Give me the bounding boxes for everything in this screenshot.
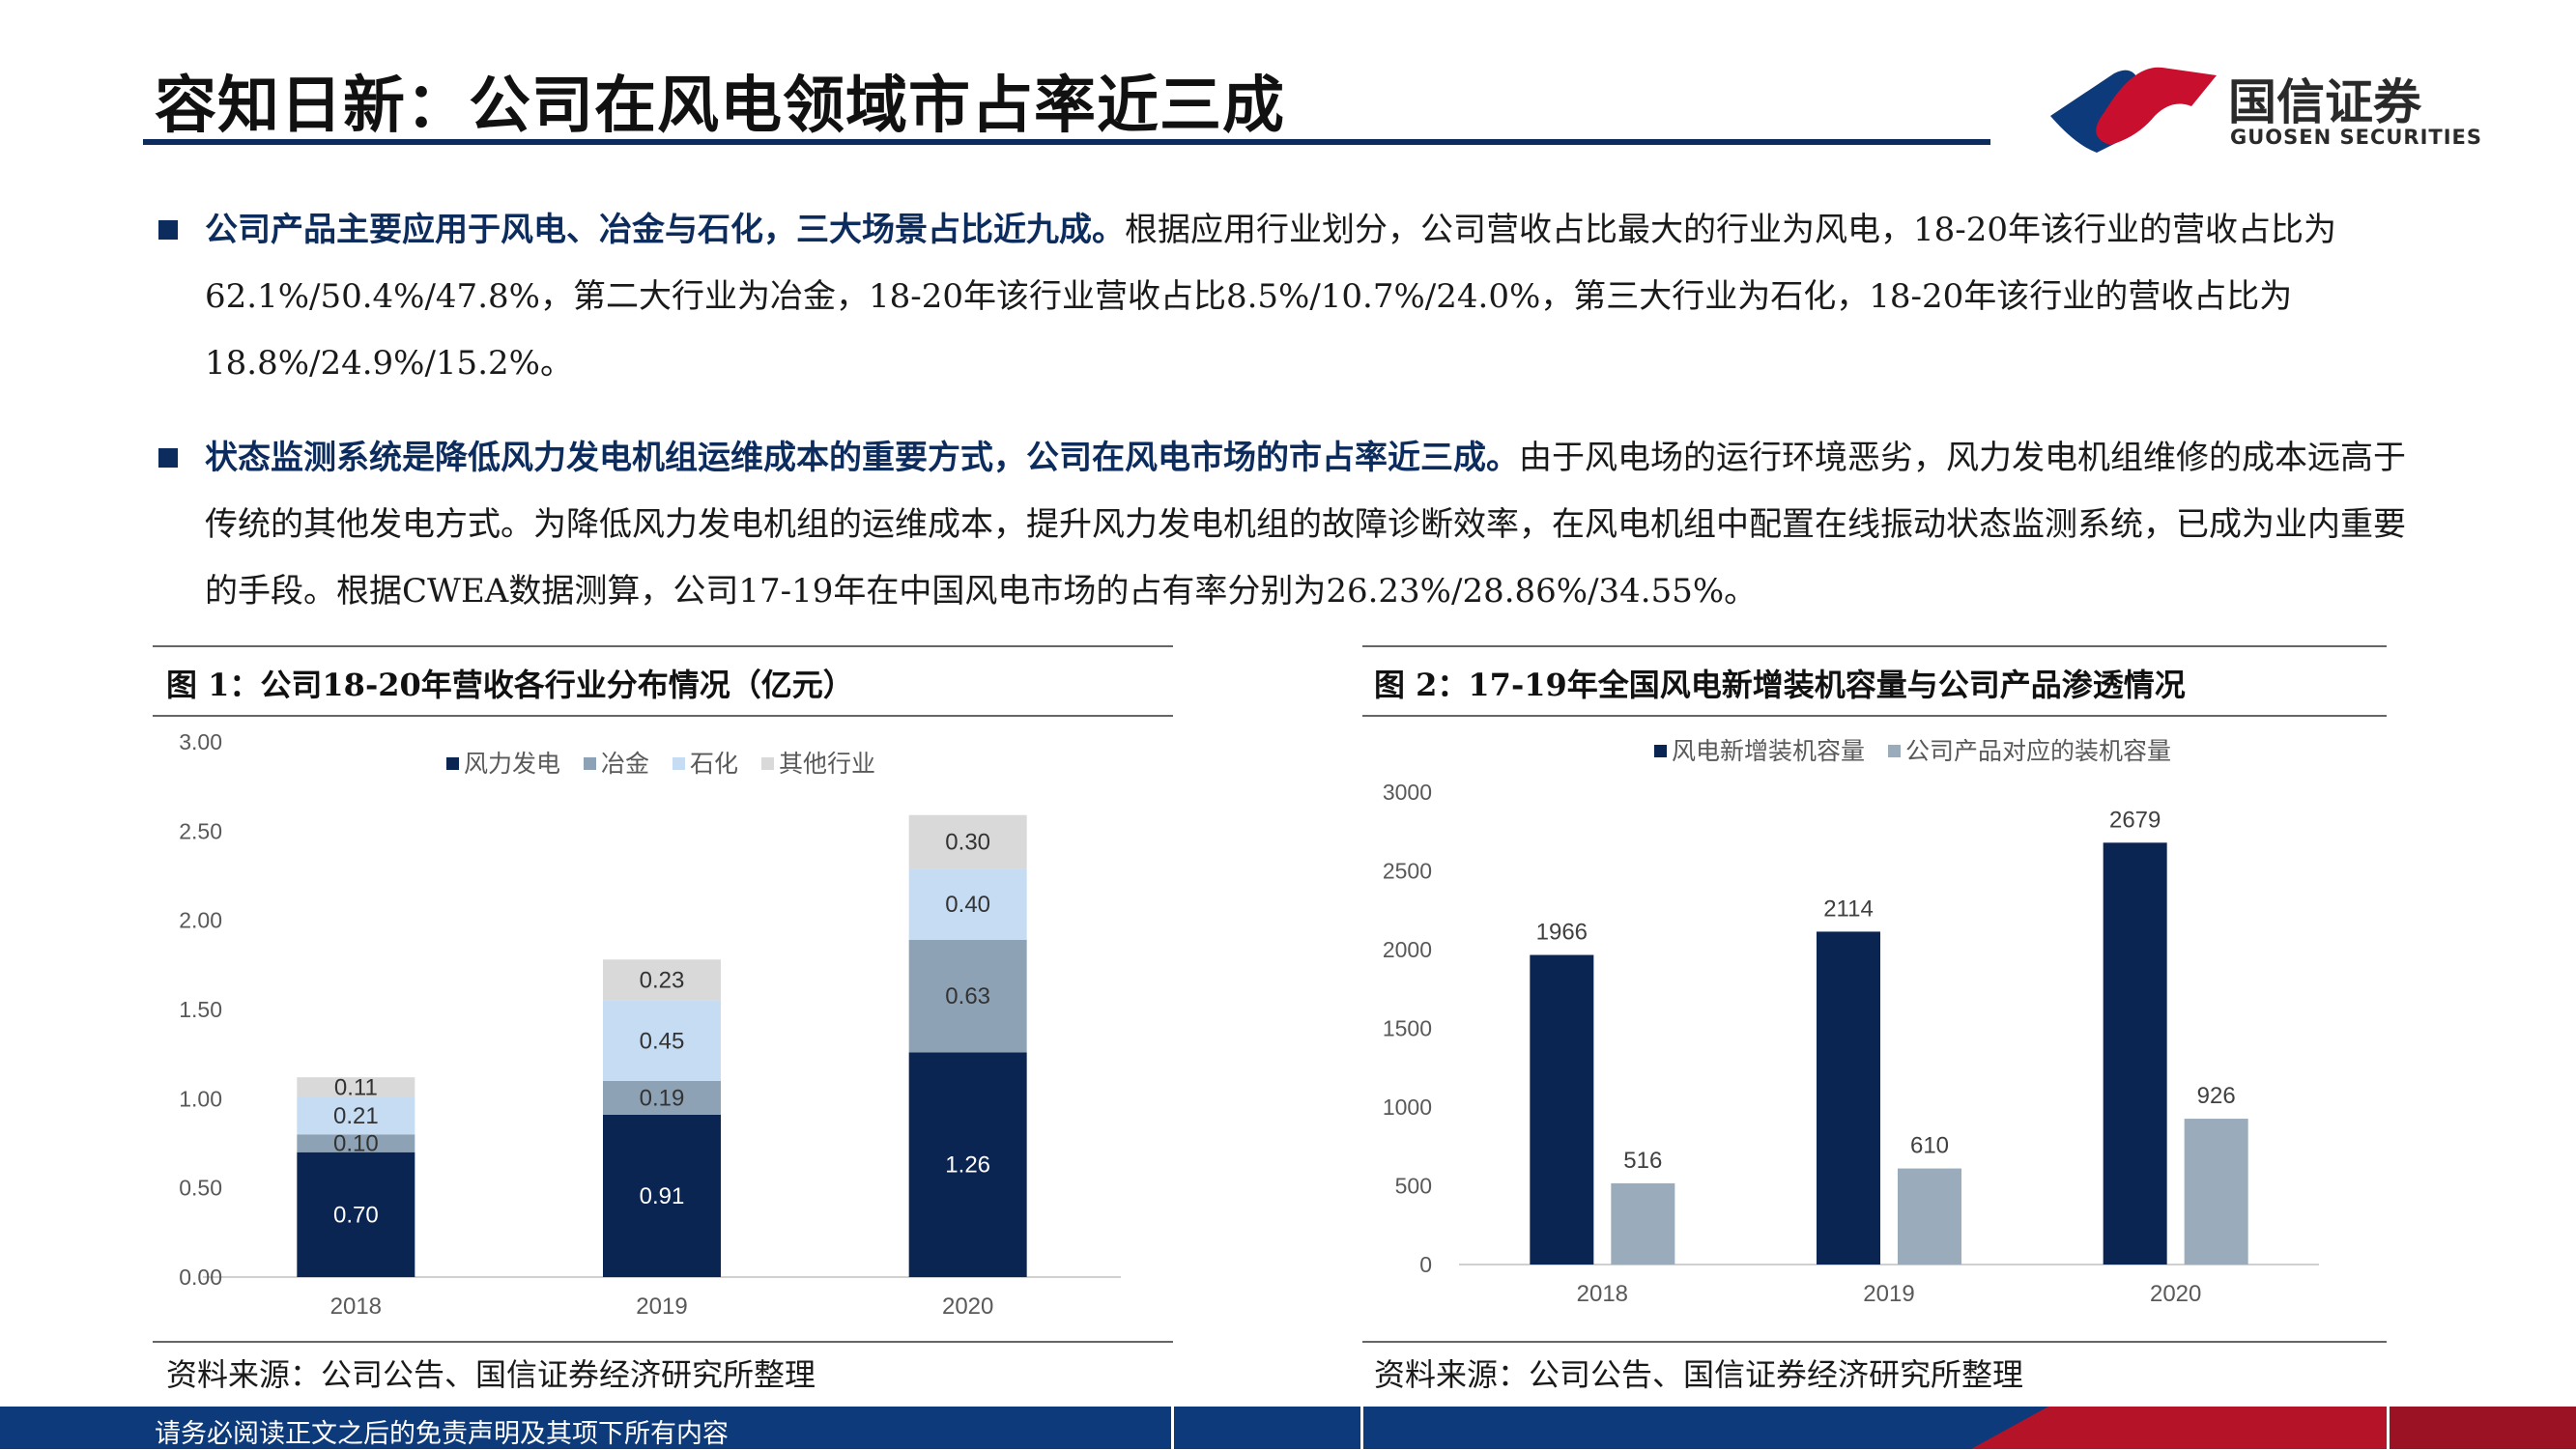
bar-segment bbox=[603, 1114, 721, 1277]
data-label: 0.11 bbox=[334, 1074, 378, 1100]
y-tick-label: 2500 bbox=[1383, 859, 1432, 884]
bar bbox=[1817, 931, 1880, 1265]
bar bbox=[1530, 954, 1594, 1265]
y-tick-label: 500 bbox=[1395, 1174, 1432, 1199]
data-label: 926 bbox=[2197, 1083, 2236, 1109]
footer-disclaimer: 请务必阅读正文之后的免责声明及其项下所有内容 bbox=[155, 1419, 729, 1449]
bar-segment bbox=[908, 814, 1027, 869]
x-tick-label: 2020 bbox=[2150, 1281, 2201, 1307]
data-label: 1966 bbox=[1536, 920, 1588, 946]
figure-1-top-rule bbox=[153, 645, 1173, 647]
y-tick-label: 0.50 bbox=[179, 1176, 222, 1201]
data-label: 0.10 bbox=[333, 1131, 379, 1157]
bar bbox=[2184, 1119, 2248, 1265]
data-label: 0.91 bbox=[640, 1183, 685, 1209]
y-tick-label: 2.50 bbox=[179, 818, 222, 843]
bar-segment bbox=[908, 1052, 1027, 1277]
paragraph-1-lead: 公司产品主要应用于风电、冶金与石化，三大场景占比近九成。 bbox=[205, 211, 1125, 249]
bullet-marker bbox=[158, 220, 178, 240]
data-label: 0.63 bbox=[945, 983, 990, 1009]
figure-1-title: 图 1：公司18-20年营收各行业分布情况（亿元） bbox=[166, 667, 854, 703]
figure-2-title: 图 2：17-19年全国风电新增装机容量与公司产品渗透情况 bbox=[1374, 667, 2186, 703]
legend-swatch bbox=[446, 757, 459, 770]
y-tick-label: 1500 bbox=[1383, 1016, 1432, 1041]
y-tick-label: 0 bbox=[1419, 1252, 1432, 1277]
legend-label: 其他行业 bbox=[779, 750, 875, 778]
data-label: 0.21 bbox=[333, 1103, 379, 1129]
data-label: 610 bbox=[1910, 1133, 1949, 1159]
data-label: 0.23 bbox=[640, 968, 685, 994]
figure-2-source: 资料来源：公司公告、国信证券经济研究所整理 bbox=[1374, 1356, 2024, 1393]
figure-1-bottom-rule bbox=[153, 1341, 1173, 1343]
y-tick-label: 1000 bbox=[1383, 1095, 1432, 1120]
figure-2-title-rule bbox=[1362, 715, 2387, 717]
data-label: 516 bbox=[1623, 1148, 1662, 1174]
figure-2-top-rule bbox=[1362, 645, 2387, 647]
page-title: 容知日新：公司在风电领域市占率近三成 bbox=[155, 71, 1285, 142]
bar-segment bbox=[297, 1077, 415, 1097]
data-label: 2114 bbox=[1823, 896, 1874, 922]
legend-swatch bbox=[584, 757, 596, 770]
data-label: 0.30 bbox=[945, 829, 990, 855]
paragraph-2-text: 由于风电场的运行环境恶劣，风力发电机组维修的成本远高于传统的其他发电方式。为降低… bbox=[205, 439, 2406, 611]
paragraph-2-lead: 状态监测系统是降低风力发电机组运维成本的重要方式，公司在风电市场的市占率近三成。 bbox=[205, 439, 1519, 477]
y-tick-label: 1.00 bbox=[179, 1086, 222, 1111]
bar-segment bbox=[603, 1000, 721, 1081]
bullet-marker bbox=[158, 448, 178, 468]
legend-label: 风力发电 bbox=[464, 750, 560, 778]
y-tick-label: 0.00 bbox=[179, 1265, 222, 1290]
x-tick-label: 2019 bbox=[636, 1294, 687, 1320]
x-tick-label: 2018 bbox=[1577, 1281, 1628, 1307]
x-tick-label: 2020 bbox=[942, 1294, 993, 1320]
data-label: 0.45 bbox=[640, 1028, 685, 1054]
footer-band bbox=[0, 1407, 2576, 1449]
data-label: 0.40 bbox=[945, 892, 990, 918]
bar-segment bbox=[908, 939, 1027, 1053]
bar-segment bbox=[603, 959, 721, 1001]
paragraph-2: 状态监测系统是降低风力发电机组运维成本的重要方式，公司在风电市场的市占率近三成。… bbox=[205, 425, 2427, 625]
data-label: 1.26 bbox=[945, 1152, 990, 1179]
legend-swatch bbox=[1888, 745, 1901, 757]
data-label: 2679 bbox=[2109, 807, 2161, 833]
legend-label: 公司产品对应的装机容量 bbox=[1905, 737, 2171, 765]
legend-swatch bbox=[1654, 745, 1667, 757]
bar-segment bbox=[297, 1096, 415, 1135]
figure-1-source: 资料来源：公司公告、国信证券经济研究所整理 bbox=[166, 1356, 816, 1393]
data-label: 0.19 bbox=[640, 1085, 685, 1111]
legend-swatch bbox=[761, 757, 774, 770]
bar bbox=[2103, 842, 2167, 1265]
legend-label: 石化 bbox=[690, 750, 738, 778]
paragraph-1-text: 根据应用行业划分，公司营收占比最大的行业为风电，18-20年该行业的营收占比为6… bbox=[205, 211, 2337, 383]
bar-segment bbox=[603, 1080, 721, 1115]
title-underline bbox=[143, 139, 1990, 145]
y-tick-label: 3000 bbox=[1383, 780, 1432, 805]
logo-text-en: GUOSEN SECURITIES bbox=[2230, 126, 2483, 149]
bar bbox=[1611, 1182, 1675, 1265]
guosen-logo-icon bbox=[2050, 67, 2217, 153]
paragraph-1: 公司产品主要应用于风电、冶金与石化，三大场景占比近九成。根据应用行业划分，公司营… bbox=[205, 197, 2427, 397]
legend-label: 冶金 bbox=[601, 750, 649, 778]
legend-label: 风电新增装机容量 bbox=[1672, 737, 1865, 765]
y-tick-label: 1.50 bbox=[179, 997, 222, 1022]
logo-text-cn: 国信证券 bbox=[2228, 74, 2421, 130]
legend-swatch bbox=[673, 757, 685, 770]
bar-segment bbox=[297, 1134, 415, 1152]
bar-segment bbox=[908, 868, 1027, 940]
bar-segment bbox=[297, 1151, 415, 1277]
y-tick-label: 2.00 bbox=[179, 908, 222, 933]
bar bbox=[1898, 1168, 1961, 1265]
y-tick-label: 2000 bbox=[1383, 937, 1432, 962]
data-label: 0.70 bbox=[333, 1202, 379, 1228]
y-tick-label: 3.00 bbox=[179, 729, 222, 754]
figure-1-title-rule bbox=[153, 715, 1173, 717]
x-tick-label: 2018 bbox=[330, 1294, 382, 1320]
x-tick-label: 2019 bbox=[1863, 1281, 1914, 1307]
figure-2-bottom-rule bbox=[1362, 1341, 2387, 1343]
